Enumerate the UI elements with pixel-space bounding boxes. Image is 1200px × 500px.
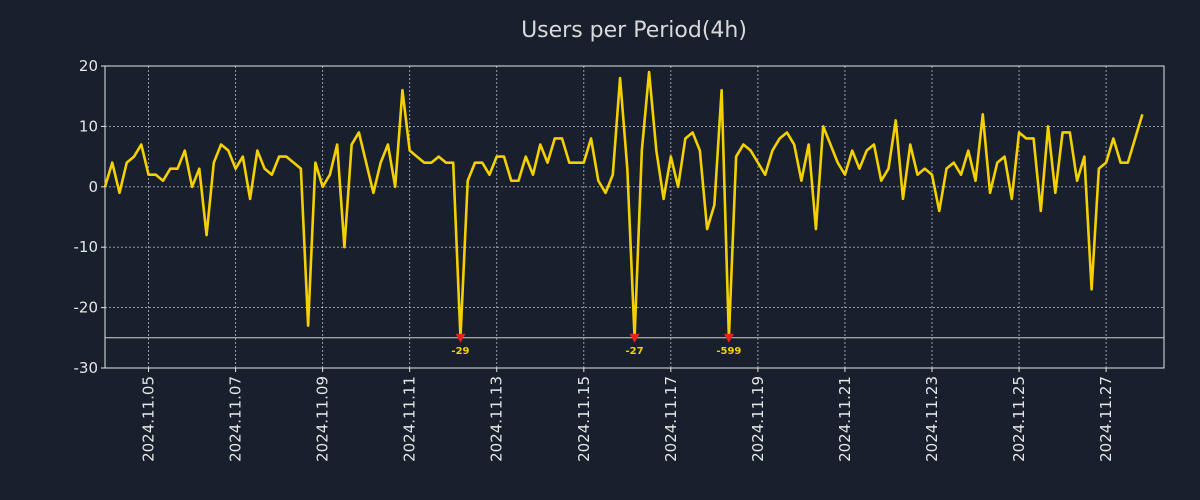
x-tick-label: 2024.11.19 bbox=[749, 376, 767, 462]
axis-layer: 20 10 0 -10 -20 -30 2024.11.05 2024.11.07 2024.1… bbox=[74, 57, 1165, 462]
outlier-label: -27 bbox=[626, 346, 644, 357]
x-tick-label: 2024.11.05 bbox=[140, 376, 158, 462]
outlier-marker bbox=[723, 333, 734, 343]
series-layer bbox=[103, 70, 1144, 340]
x-tick-label: 2024.11.11 bbox=[401, 376, 419, 462]
y-tick-label: -10 bbox=[74, 238, 99, 256]
y-tick-label: -30 bbox=[74, 359, 99, 377]
y-tick-label: 10 bbox=[79, 117, 98, 135]
y-tick-label: 0 bbox=[88, 178, 98, 196]
chart-title: Users per Period(4h) bbox=[521, 18, 747, 43]
series-line bbox=[103, 70, 1144, 340]
x-tick-label: 2024.11.23 bbox=[923, 376, 941, 462]
x-tick-label: 2024.11.27 bbox=[1097, 376, 1115, 462]
outlier-label: -29 bbox=[451, 346, 469, 357]
plot-frame bbox=[104, 65, 1165, 369]
outlier-marker bbox=[629, 333, 640, 343]
x-tick-label: 2024.11.13 bbox=[488, 376, 506, 462]
outlier-marker bbox=[455, 333, 466, 343]
outlier-label: -599 bbox=[716, 346, 741, 357]
x-tick-label: 2024.11.07 bbox=[227, 376, 245, 462]
x-tick-label: 2024.11.09 bbox=[314, 376, 332, 462]
x-tick-label: 2024.11.21 bbox=[836, 376, 854, 462]
y-tick-label: -20 bbox=[74, 299, 99, 317]
x-tick-label: 2024.11.17 bbox=[662, 376, 680, 462]
x-tick-label: 2024.11.15 bbox=[575, 376, 593, 462]
y-tick-label: 20 bbox=[79, 57, 98, 75]
outlier-layer: -29 -27 -599 bbox=[451, 333, 741, 357]
x-tick-label: 2024.11.25 bbox=[1010, 376, 1028, 462]
